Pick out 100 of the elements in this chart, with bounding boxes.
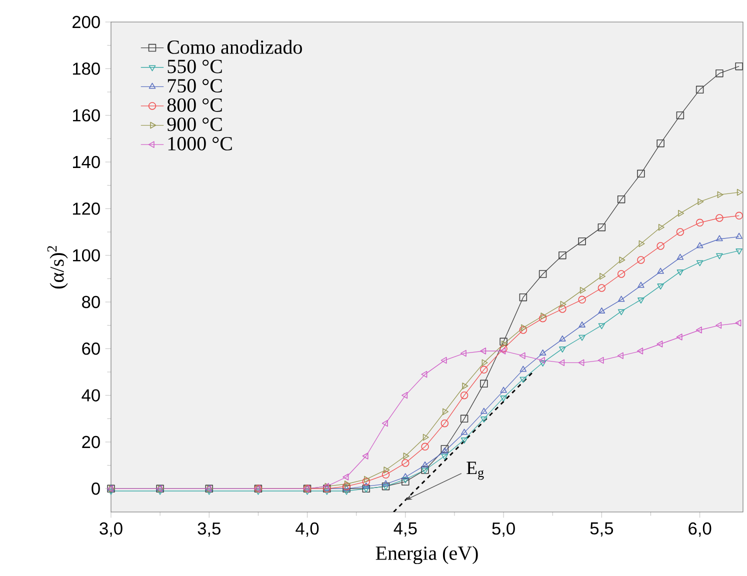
point [382,480,390,486]
point [638,282,644,288]
point [460,391,468,400]
point [460,438,468,444]
point [480,348,486,354]
point [422,434,429,441]
point [736,248,742,255]
point [442,408,449,416]
point [716,253,723,260]
point [342,482,350,490]
point [362,452,368,460]
legend-label: 750 °C [168,79,222,93]
point [559,335,566,342]
point [637,348,644,354]
point [156,488,164,495]
point [676,254,684,260]
y-tick-label: 120 [72,202,100,215]
point [538,356,545,364]
point [519,326,528,334]
point [519,293,528,302]
point [657,284,664,290]
x-tick-label: 5,0 [492,522,515,537]
point [676,228,684,236]
point [206,488,213,495]
point [658,224,664,231]
point [344,480,350,488]
point [480,380,488,388]
point [538,270,547,278]
point [558,305,566,313]
point [578,359,584,366]
point [638,240,645,248]
point [342,474,349,480]
point [716,214,724,222]
point [480,366,488,374]
point [617,195,626,204]
point [500,386,507,393]
point [422,461,428,468]
y-tick-label: 40 [82,389,100,402]
legend-label: 900 °C [167,118,222,132]
legend-label: 800 °C [167,98,222,112]
y-tick-label: 200 [72,16,100,28]
y-tick-label: 160 [72,109,100,122]
legend-label: Como anodizado [167,40,302,54]
point [440,419,449,428]
y-tick-label: 80 [82,296,100,308]
point [440,356,447,364]
x-tick-label: 4,0 [296,522,319,537]
point [656,139,664,148]
point [656,340,663,348]
y-tick-label: 180 [72,62,100,75]
point [558,359,565,366]
point [482,359,488,366]
point [559,346,566,353]
point [441,454,448,460]
point [382,420,388,427]
point [501,340,508,348]
point [519,352,526,360]
y-tick-label: 100 [72,249,100,262]
point [598,307,606,314]
point [460,414,468,423]
point [696,218,704,227]
point [656,242,664,250]
point [598,323,606,330]
y-tick-label: 140 [72,156,100,168]
annotation: E$_{g}$ [466,462,484,480]
point [578,334,586,341]
point [619,256,626,264]
point [480,408,488,414]
x-axis-title: Energia (eV) [376,546,478,564]
point [460,350,466,357]
point [403,452,410,460]
point [735,320,742,326]
point [402,459,410,467]
point [343,488,350,495]
y-tick-label: 0 [92,482,100,495]
point [500,348,506,354]
point [716,322,722,329]
point [521,324,528,332]
point [717,191,724,198]
point [578,321,586,328]
point [382,470,390,479]
y-tick-label: 60 [82,342,100,355]
point [598,356,604,364]
point [696,326,702,334]
point [402,477,409,484]
point [480,416,488,423]
legend-label: 550 °C [168,60,222,74]
point [696,260,704,266]
point [735,62,743,70]
point [421,442,429,451]
point [462,382,468,390]
legend-label: 1000 °C [168,136,232,150]
point [618,296,625,302]
point [364,476,370,483]
point [362,482,370,488]
point [500,338,508,346]
point [696,86,704,94]
point [421,370,428,378]
point [539,349,546,356]
point [384,466,390,474]
